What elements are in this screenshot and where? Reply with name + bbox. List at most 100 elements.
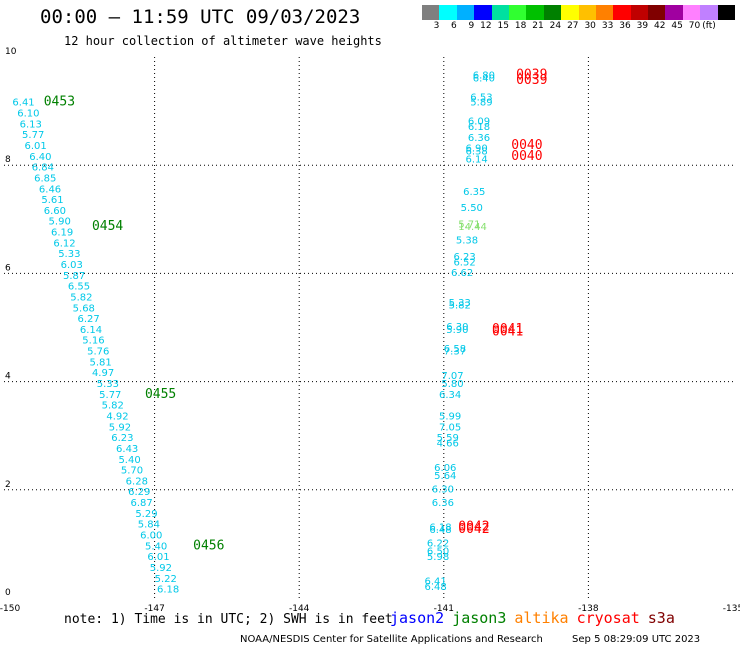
wave-height-value: 6.38	[465, 146, 487, 157]
wave-height-value: 6.19	[51, 228, 73, 239]
wave-height-value: 6.00	[140, 530, 162, 541]
wave-height-value: 6.87	[131, 498, 153, 509]
color-scale-labels: 3 6 9 12 15 18 21 24 27 30 33 36 39 42 45 70 (ft)	[422, 21, 722, 31]
wave-height-value: 6.48	[429, 525, 451, 536]
wave-height-value: 5.61	[41, 195, 63, 206]
wave-height-value: 6.14	[465, 154, 487, 165]
wave-height-value: 6.18	[429, 522, 451, 533]
wave-height-value: 6.55	[68, 282, 90, 293]
wave-height-value: 5.77	[22, 130, 44, 141]
wave-height-value: 6.23	[111, 433, 133, 444]
pass-time-label: 0453	[44, 95, 75, 110]
wave-height-value: 5.77	[99, 390, 121, 401]
scale-label: 70	[688, 21, 701, 31]
satellite-s3a: s3a	[647, 609, 675, 627]
wave-height-value: 5.70	[121, 466, 143, 477]
x-tick-label: -150	[0, 604, 20, 614]
wave-height-value: 6.90	[465, 144, 487, 155]
wave-height-value: 6.18	[468, 122, 490, 133]
scale-label: 24	[549, 21, 562, 31]
wave-height-value: 6.36	[468, 133, 490, 144]
scale-label: 42	[654, 21, 666, 31]
axis-tick-labels: -150 -147 -144 -141 -138 -135 0 2 4 6 8 10	[0, 47, 740, 614]
wave-height-value: 6.27	[77, 314, 99, 325]
wave-height-value: 6.01	[24, 141, 46, 152]
scale-label: 21	[532, 21, 544, 31]
page-subtitle: 12 hour collection of altimeter wave hei…	[64, 34, 382, 48]
y-tick-label: 10	[5, 47, 17, 57]
footer-note: note: 1) Time is in UTC; 2) SWH is in fe…	[64, 612, 393, 627]
satellite-cryosat: cryosat	[576, 609, 640, 627]
wave-height-marks: 6.416.106.135.776.016.406.846.856.465.61…	[12, 71, 495, 596]
scale-label: 39	[636, 21, 649, 31]
wave-height-value: 5.99	[439, 411, 461, 422]
x-tick-label: -135	[723, 604, 740, 614]
scale-label: 36	[619, 21, 631, 31]
wave-height-value: 6.84	[32, 163, 54, 174]
x-tick-label: -144	[289, 604, 310, 614]
wave-height-value: 4.92	[106, 411, 128, 422]
wave-height-value: 5.68	[73, 303, 95, 314]
wave-height-value: 5.40	[118, 455, 140, 466]
wave-height-value: 6.46	[39, 184, 61, 195]
scale-swatch	[526, 5, 544, 20]
x-tick-label: -147	[144, 604, 164, 614]
scale-label: 9	[468, 21, 475, 31]
wave-height-value: 6.41	[425, 576, 447, 587]
wave-height-value: 6.50	[427, 547, 449, 558]
wave-height-value: 6.01	[147, 552, 169, 563]
wave-height-value: 6.48	[425, 582, 447, 593]
wave-height-value: 6.14	[80, 325, 102, 336]
scale-swatch	[595, 5, 614, 20]
satellite-legend: jason2 jason3 altika cryosat s3a	[390, 609, 683, 627]
wave-height-value: 5.59	[437, 433, 459, 444]
pass-time-label: 0454	[92, 219, 123, 234]
scale-label: 18	[514, 21, 527, 31]
y-tick-label: 2	[5, 480, 11, 490]
wave-height-value: 5.90	[446, 325, 468, 336]
wave-height-value: 5.92	[109, 422, 131, 433]
wave-height-value: 7.07	[441, 371, 463, 382]
scale-swatch	[491, 5, 509, 20]
wave-height-value: 6.41	[12, 98, 34, 109]
scale-label: 30	[584, 21, 596, 31]
wave-height-value: 6.40	[473, 73, 495, 84]
pass-time-label: 0456	[193, 538, 224, 553]
y-tick-label: 6	[5, 263, 11, 273]
color-scale-bar	[422, 5, 736, 20]
wave-height-value: 6.30	[432, 485, 454, 496]
pass-time-labels: 0453045404550456003900390040004000410041…	[44, 68, 548, 554]
wave-height-value: 6.53	[470, 92, 492, 103]
wave-height-value: 6.34	[439, 390, 461, 401]
wave-height-value: 6.28	[126, 476, 148, 487]
wave-height-value: 5.50	[461, 203, 483, 214]
scale-swatch	[543, 5, 562, 20]
wave-height-value: 5.82	[102, 401, 124, 412]
scale-label: 3	[433, 21, 440, 31]
scale-label: 33	[601, 21, 614, 31]
wave-height-value: 6.13	[20, 119, 42, 130]
wave-height-value: 6.36	[432, 498, 454, 509]
wave-height-value: 6.80	[473, 71, 495, 82]
wave-height-value: 6.30	[446, 322, 468, 333]
scale-swatch	[422, 5, 440, 20]
scale-swatch	[578, 5, 596, 20]
wave-height-value: 6.06	[434, 463, 456, 474]
pass-time-label: 0039	[516, 73, 547, 88]
pass-time-label: 0041	[492, 325, 523, 340]
scale-label: 15	[497, 21, 509, 31]
wave-height-value: 6.23	[453, 252, 475, 263]
wave-height-value: 5.29	[135, 509, 157, 520]
wave-height-value: 6.12	[53, 238, 75, 249]
scale-swatch	[665, 5, 683, 20]
wave-height-value: 5.33	[97, 379, 119, 390]
y-tick-label: 8	[5, 155, 11, 165]
scale-swatch	[682, 5, 701, 20]
wave-height-value: 5.90	[49, 217, 71, 228]
scale-swatch	[700, 5, 718, 20]
wave-height-value: 5.81	[90, 357, 112, 368]
page-title: 00:00 – 11:59 UTC 09/03/2023	[40, 6, 361, 28]
wave-height-value: 6.60	[44, 206, 66, 217]
wave-height-value: 7.05	[439, 422, 461, 433]
pass-time-label: 0455	[145, 387, 176, 402]
